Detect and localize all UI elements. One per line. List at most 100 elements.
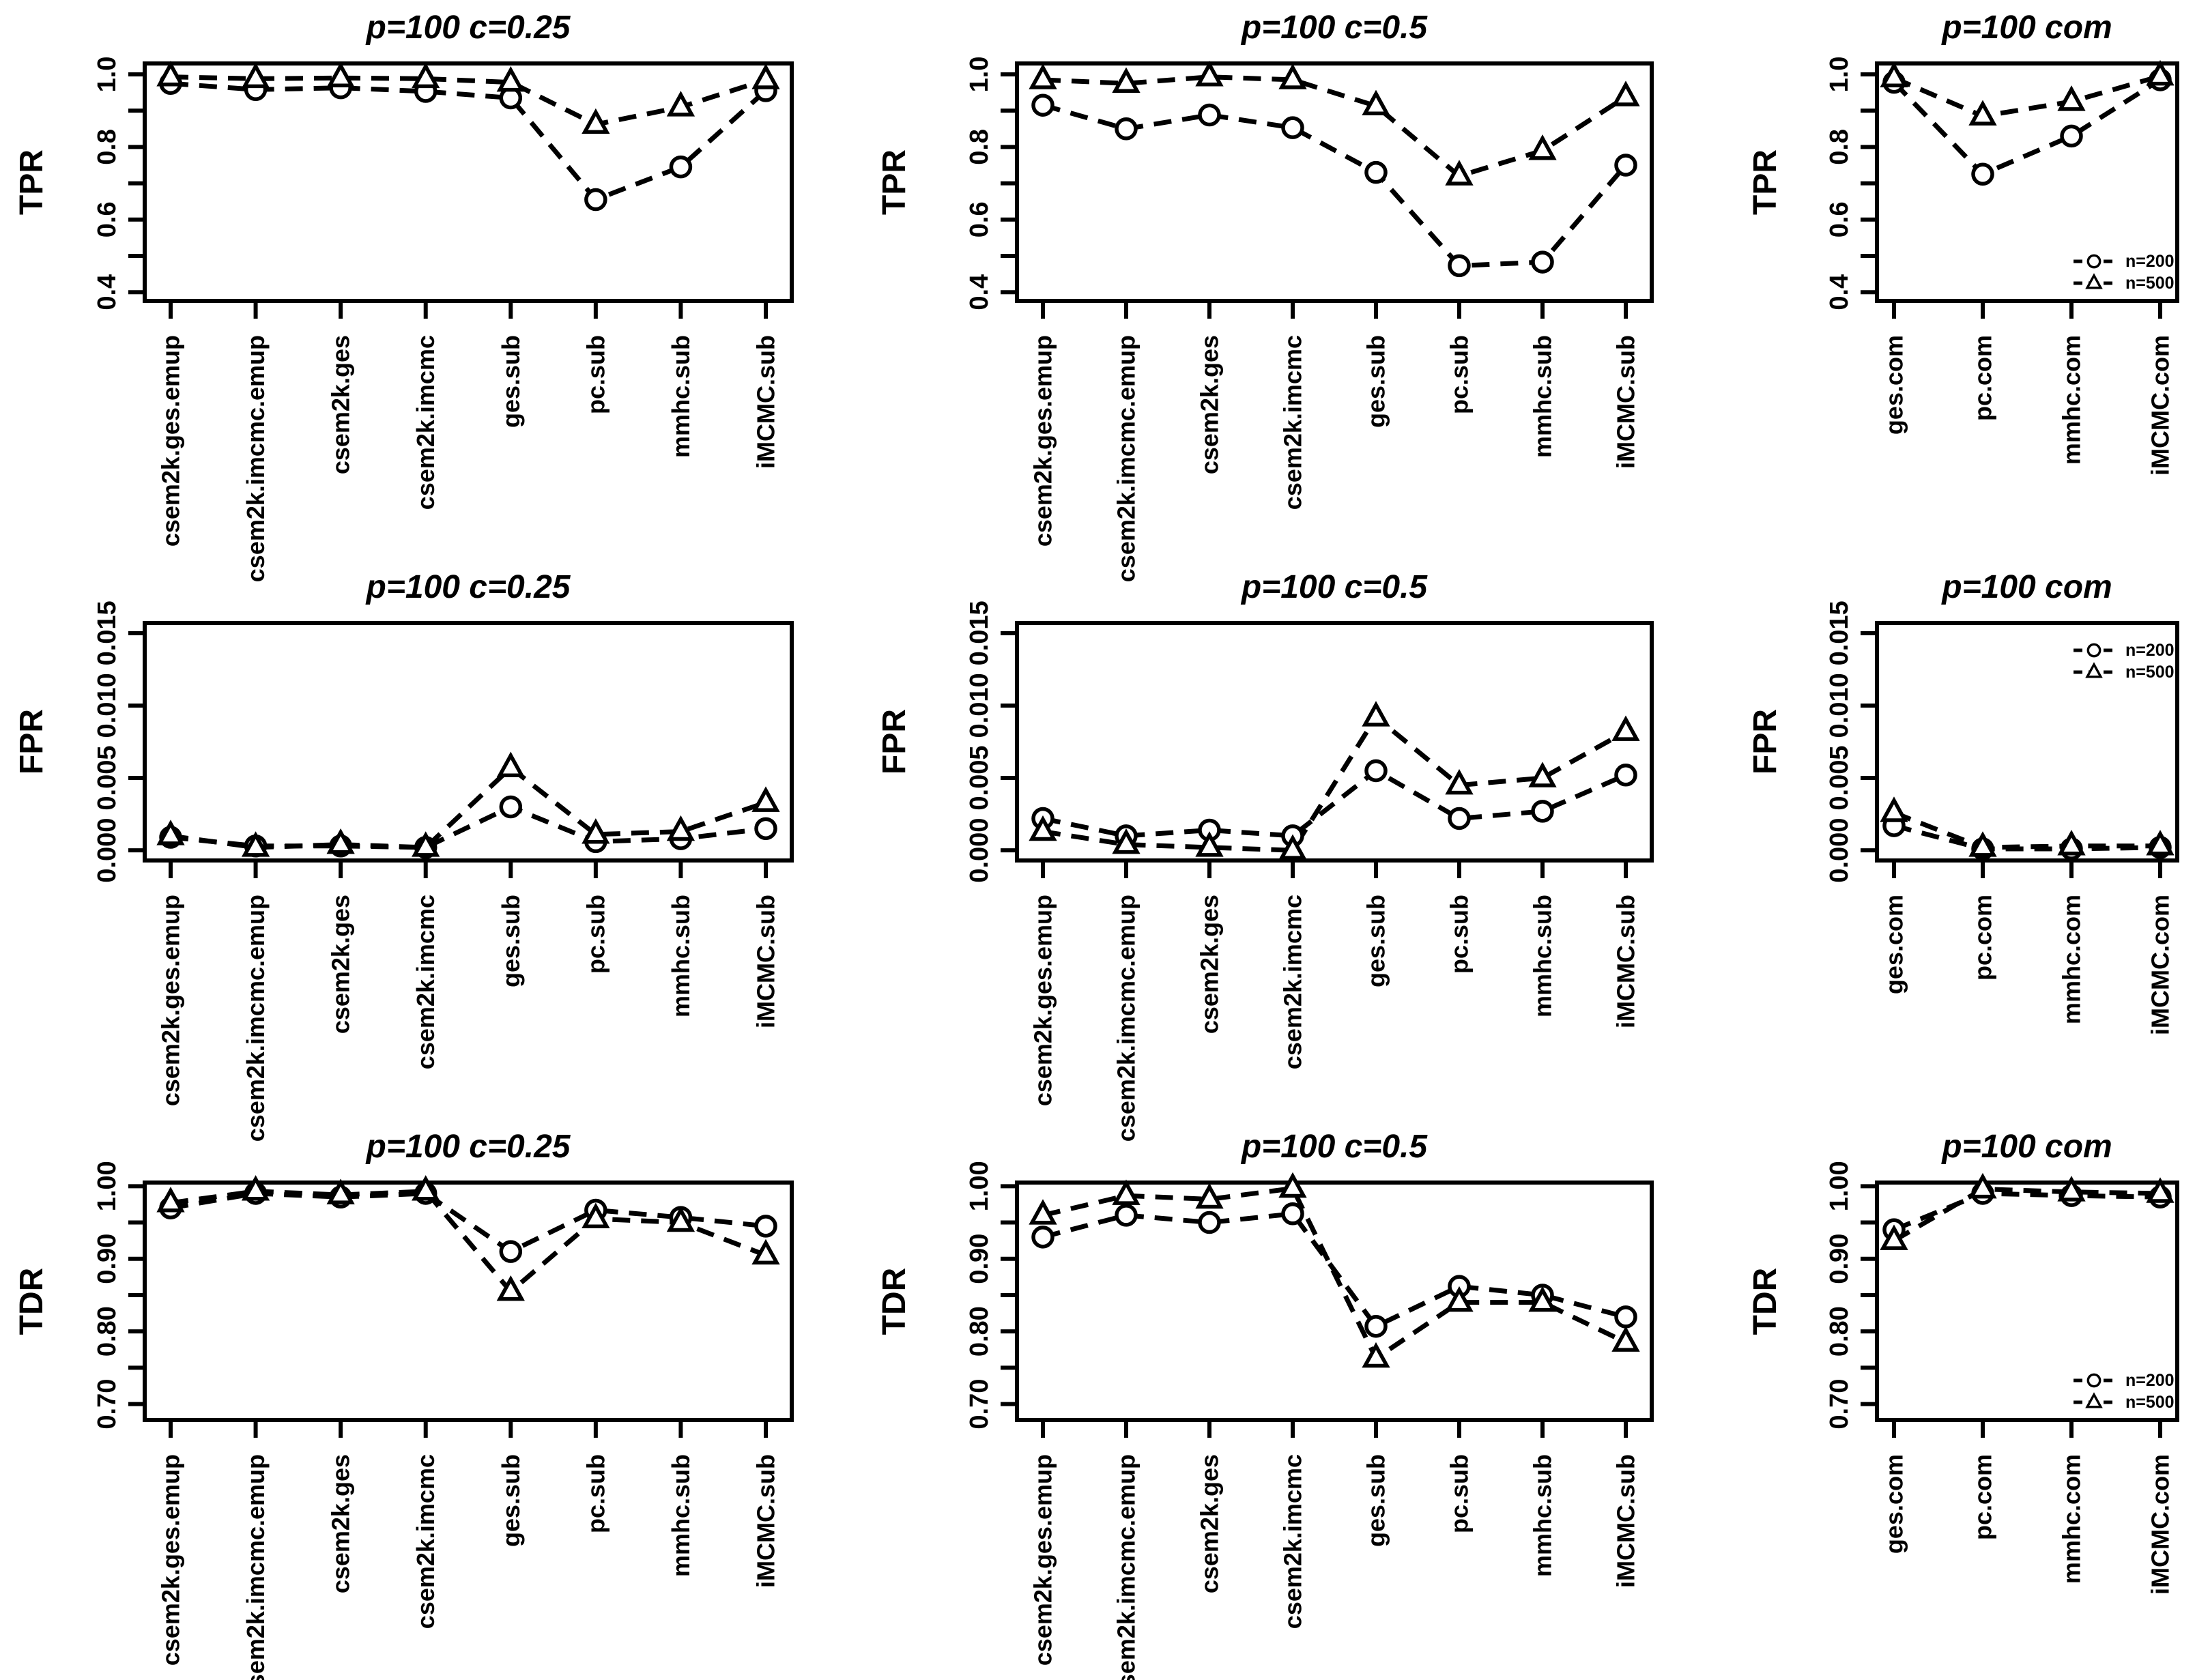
chart-canvas: p=100 c=0.5 FPR 0.000 0.005 0.010 0.015 csem2k… <box>876 569 1654 1142</box>
category-label: csem2k.imcmc.emup <box>242 1454 270 1680</box>
chart-canvas: p=100 com TPR 0.4 0.6 0.8 1.0 ges.com pc.com mmh… <box>1747 10 2179 476</box>
data-point-triangle <box>666 91 695 117</box>
category-label: csem2k.imcmc <box>412 895 440 1069</box>
y-tick-label: 1.0 <box>93 57 121 93</box>
data-point-triangle <box>241 1175 270 1201</box>
data-point-triangle <box>1445 1286 1474 1312</box>
data-point-circle <box>1031 93 1055 117</box>
data-point-triangle <box>1611 81 1640 106</box>
data-point-circle <box>1281 1202 1304 1226</box>
y-tick-label: 0.000 <box>93 818 121 883</box>
category-label: csem2k.ges.emup <box>1029 895 1057 1106</box>
category-label: csem2k.imcmc.emup <box>242 335 270 582</box>
y-tick-label: 0.000 <box>965 818 994 883</box>
series-line-n500 <box>1893 1187 2161 1243</box>
data-point-triangle <box>1528 134 1557 160</box>
data-point-circle <box>1115 117 1138 141</box>
plot-title: p=100 c=0.5 <box>1240 1129 1429 1165</box>
plot-fpr-c025: p=100 c=0.25 FPR 0.000 0.005 0.010 0.015 csem2… <box>0 560 840 1142</box>
plot-title: p=100 c=0.5 <box>1240 569 1429 605</box>
data-point-triangle <box>1195 60 1224 87</box>
data-point-triangle <box>1611 715 1640 741</box>
category-label: ges.com <box>1880 335 1908 435</box>
data-point-triangle <box>751 786 780 812</box>
y-tick-label: 0.015 <box>1825 600 1854 665</box>
data-point-triangle <box>1278 1172 1307 1198</box>
data-point-triangle <box>1880 61 1908 88</box>
plot-tpr-com: p=100 com TPR 0.4 0.6 0.8 1.0 ges.com pc.com mmh… <box>1740 0 2195 560</box>
plot-title: p=100 com <box>1940 569 2112 605</box>
series-line-n500 <box>1042 74 1627 179</box>
plot-title: p=100 c=0.25 <box>365 1129 571 1165</box>
data-point-circle <box>1448 807 1471 830</box>
category-label: ges.sub <box>1362 895 1390 987</box>
y-tick-label: 0.8 <box>93 129 121 165</box>
category-label: pc.com <box>1969 1454 1997 1540</box>
legend-circle-marker <box>2086 1373 2101 1388</box>
data-point-triangle <box>1278 834 1307 860</box>
y-tick-label: 1.00 <box>93 1161 121 1211</box>
category-label: ges.sub <box>497 895 525 987</box>
data-point-triangle <box>412 1175 440 1201</box>
y-tick-label: 0.80 <box>93 1306 121 1357</box>
data-point-circle <box>2060 124 2083 148</box>
category-label: ges.sub <box>1362 1454 1390 1547</box>
y-axis-label: TPR <box>876 149 913 215</box>
category-label: pc.sub <box>582 335 609 414</box>
legend-triangle-marker <box>2085 1392 2103 1408</box>
category-label: csem2k.imcmc <box>412 1454 440 1629</box>
data-point-triangle <box>1968 1172 1997 1199</box>
category-label: pc.sub <box>1446 1454 1474 1533</box>
data-point-triangle <box>751 1239 780 1265</box>
data-point-triangle <box>1445 768 1474 795</box>
chart-canvas: p=100 c=0.5 TDR 0.70 0.80 0.90 1.00 csem2k.ges… <box>876 1129 1654 1680</box>
y-tick-label: 0.010 <box>965 673 994 738</box>
category-label: csem2k.ges.emup <box>157 895 185 1106</box>
y-tick-label: 0.6 <box>1825 201 1854 237</box>
data-point-circle <box>584 188 607 212</box>
category-label: mmhc.com <box>2058 895 2086 1024</box>
category-label: mmhc.sub <box>667 895 695 1017</box>
category-label: csem2k.imcmc <box>1279 335 1307 510</box>
y-tick-label: 0.005 <box>93 746 121 811</box>
data-point-triangle <box>1611 1326 1640 1352</box>
plot-box <box>143 621 794 863</box>
data-point-triangle <box>582 108 610 134</box>
series-line-n200 <box>1893 1191 2161 1232</box>
category-label: mmhc.sub <box>1529 895 1557 1017</box>
plot-fpr-com: p=100 com FPR 0.000 0.005 0.010 0.015 ges.com p… <box>1740 560 2195 1119</box>
y-axis-label: FPR <box>14 709 50 774</box>
plot-box <box>143 1181 794 1422</box>
data-point-triangle <box>156 1187 185 1213</box>
category-label: csem2k.ges <box>327 895 355 1034</box>
series-line-n500 <box>1042 1185 1627 1362</box>
series-line-n200 <box>1042 768 1627 839</box>
data-point-triangle <box>156 60 185 87</box>
category-label: pc.com <box>1969 895 1997 981</box>
data-point-circle <box>499 1240 523 1263</box>
plot-title: p=100 com <box>1940 10 2112 46</box>
category-label: iMCMC.com <box>2147 335 2175 476</box>
data-point-triangle <box>2057 85 2086 111</box>
category-label: csem2k.imcmc <box>1279 1454 1307 1629</box>
y-tick-label: 0.005 <box>965 746 994 811</box>
data-point-circle <box>1531 800 1554 823</box>
category-label: csem2k.ges.emup <box>1029 1454 1057 1666</box>
series-line-n500 <box>170 764 767 850</box>
y-tick-label: 0.90 <box>965 1234 994 1284</box>
data-point-triangle <box>412 831 440 857</box>
y-tick-label: 0.80 <box>1825 1306 1854 1357</box>
category-label: mmhc.com <box>2058 1454 2086 1584</box>
data-point-triangle <box>2146 830 2175 856</box>
y-tick-label: 0.8 <box>1825 129 1854 165</box>
series-line-n500 <box>1893 810 2160 850</box>
data-point-triangle <box>1880 796 1908 822</box>
category-label: mmhc.sub <box>667 335 695 458</box>
plot-tpr-c05: p=100 c=0.5 TPR 0.4 0.6 0.8 1.0 csem2k.ges.emu… <box>840 0 1740 582</box>
category-label: ges.sub <box>497 335 525 428</box>
category-label: iMCMC.sub <box>1612 1454 1640 1588</box>
y-axis-label: TPR <box>14 149 50 215</box>
data-point-triangle <box>496 1275 525 1301</box>
plot-box <box>143 61 794 303</box>
category-label: ges.sub <box>1362 335 1390 428</box>
